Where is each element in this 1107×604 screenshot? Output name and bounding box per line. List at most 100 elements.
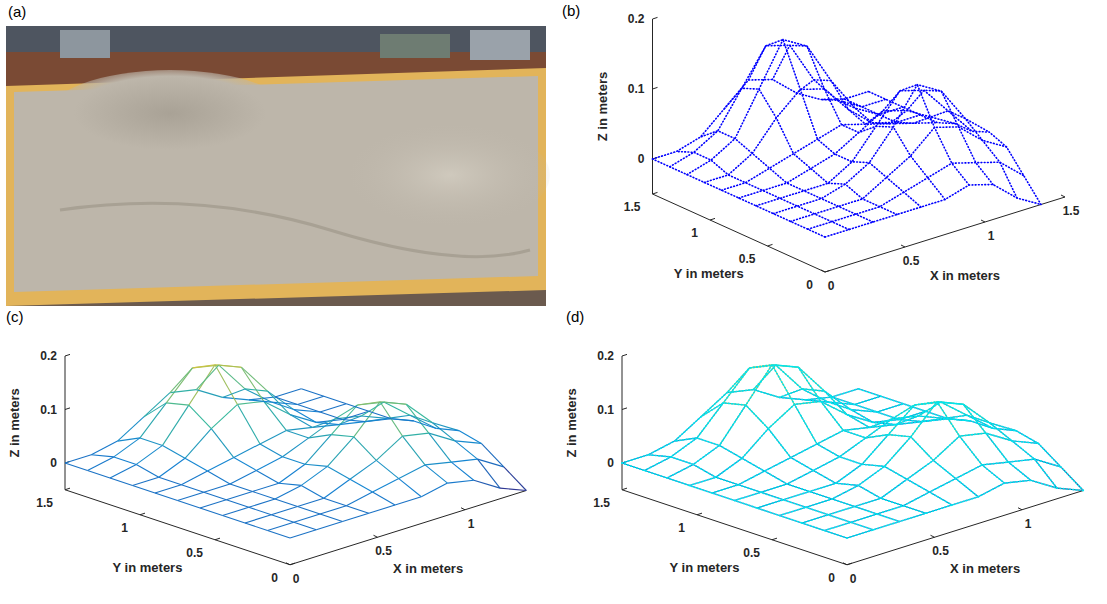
z-tick: [622, 354, 627, 356]
mesh-edge: [320, 506, 346, 514]
mesh-edge: [305, 464, 328, 466]
mesh-edge: [283, 457, 306, 465]
mesh-edge: [245, 389, 268, 391]
x-tick: [931, 535, 935, 537]
mesh-edge: [170, 390, 196, 393]
point-column: [832, 397, 1057, 488]
point-column: [648, 455, 873, 530]
y-tick: [653, 192, 658, 194]
mesh-edge: [290, 415, 313, 428]
panel-label: (c): [6, 308, 24, 325]
x-tick: [981, 220, 985, 222]
mesh-edge: [324, 498, 347, 506]
mesh-edge: [425, 462, 451, 465]
mesh-edge: [346, 404, 369, 412]
x-axis-title: X in meters: [950, 561, 1020, 576]
mesh-edge: [316, 422, 339, 424]
mesh-edge: [234, 458, 256, 471]
mesh-edge: [110, 478, 133, 486]
x-tick-label: 0.5: [932, 544, 949, 558]
y-axis: [65, 490, 290, 565]
mesh-edge: [305, 435, 331, 465]
z-tick-label: 0: [607, 456, 614, 470]
mesh-edge: [140, 438, 163, 446]
mesh-edge: [369, 411, 392, 419]
mesh-edge: [376, 436, 402, 460]
mesh-edge: [91, 441, 117, 455]
z-tick: [653, 17, 658, 19]
photo-mound: [350, 125, 550, 225]
mesh-edge: [406, 404, 429, 433]
mesh-edge: [290, 415, 316, 423]
mesh-edge: [211, 429, 234, 458]
x-tick: [461, 508, 465, 510]
mesh-edge: [133, 486, 156, 494]
mesh-edge: [166, 368, 192, 403]
mesh-edge: [301, 389, 324, 397]
mesh-edge: [320, 514, 343, 522]
y-tick: [847, 563, 852, 565]
mesh-edge: [320, 404, 346, 412]
mesh-edge: [1035, 459, 1058, 488]
y-tick: [825, 270, 830, 272]
y-tick: [140, 513, 145, 515]
mesh-edge: [268, 522, 294, 530]
y-tick: [65, 488, 70, 490]
mesh-edge: [316, 522, 342, 530]
mesh-edge: [328, 437, 354, 467]
mesh-edge: [354, 437, 377, 461]
mesh-edge: [283, 438, 309, 457]
mesh-edge: [249, 400, 271, 402]
z-axis: [622, 356, 623, 490]
mesh-edge: [155, 493, 178, 501]
mesh-edge: [204, 484, 230, 492]
mesh-edge: [208, 458, 234, 472]
mesh-edge: [271, 515, 294, 523]
mesh-edge: [275, 499, 298, 507]
z-tick-label: 0.2: [597, 349, 614, 363]
point-row: [622, 389, 858, 463]
y-tick-label: 0.5: [186, 546, 203, 560]
surface-mesh: [65, 365, 526, 538]
mesh-edge: [298, 396, 324, 404]
z-tick: [65, 408, 70, 410]
panel-label: (b): [562, 2, 580, 19]
mesh-edge: [114, 438, 140, 457]
point-column: [858, 389, 1083, 491]
mesh-edge: [271, 402, 294, 410]
mesh-edge: [451, 459, 477, 462]
panel: 00.511.500.5100.10.2Y in metersX in mete…: [564, 308, 1083, 586]
point-column: [821, 90, 994, 184]
mesh-edge: [163, 405, 189, 445]
mesh-edge: [159, 458, 185, 477]
mesh-edge: [189, 405, 212, 429]
x-axis: [290, 491, 526, 565]
x-tick: [374, 535, 378, 537]
mesh-edge: [346, 506, 369, 514]
mesh-edge: [429, 433, 452, 462]
mesh-edge: [301, 485, 324, 498]
point-row: [756, 90, 972, 206]
mesh-edge: [268, 391, 294, 410]
mesh-edge: [298, 405, 321, 413]
point-column: [773, 45, 946, 199]
point-row: [667, 365, 903, 478]
mesh-edge: [324, 479, 350, 498]
x-tick: [843, 563, 847, 565]
mesh-edge: [301, 466, 327, 485]
mesh-edge: [474, 480, 500, 488]
mesh-edge: [504, 467, 527, 491]
point-row: [670, 45, 886, 167]
z-tick: [622, 408, 627, 410]
mesh-edge: [204, 492, 227, 500]
mesh-edge: [275, 485, 301, 499]
panel-label: (d): [566, 308, 584, 325]
mesh-edge: [500, 488, 526, 490]
mesh-edge: [178, 492, 204, 500]
mesh-edge: [433, 423, 459, 431]
mesh-edge: [373, 479, 399, 493]
mesh-edge: [425, 465, 448, 483]
mesh-edge: [455, 441, 478, 459]
mesh-edge: [399, 465, 425, 479]
z-tick: [65, 354, 70, 356]
